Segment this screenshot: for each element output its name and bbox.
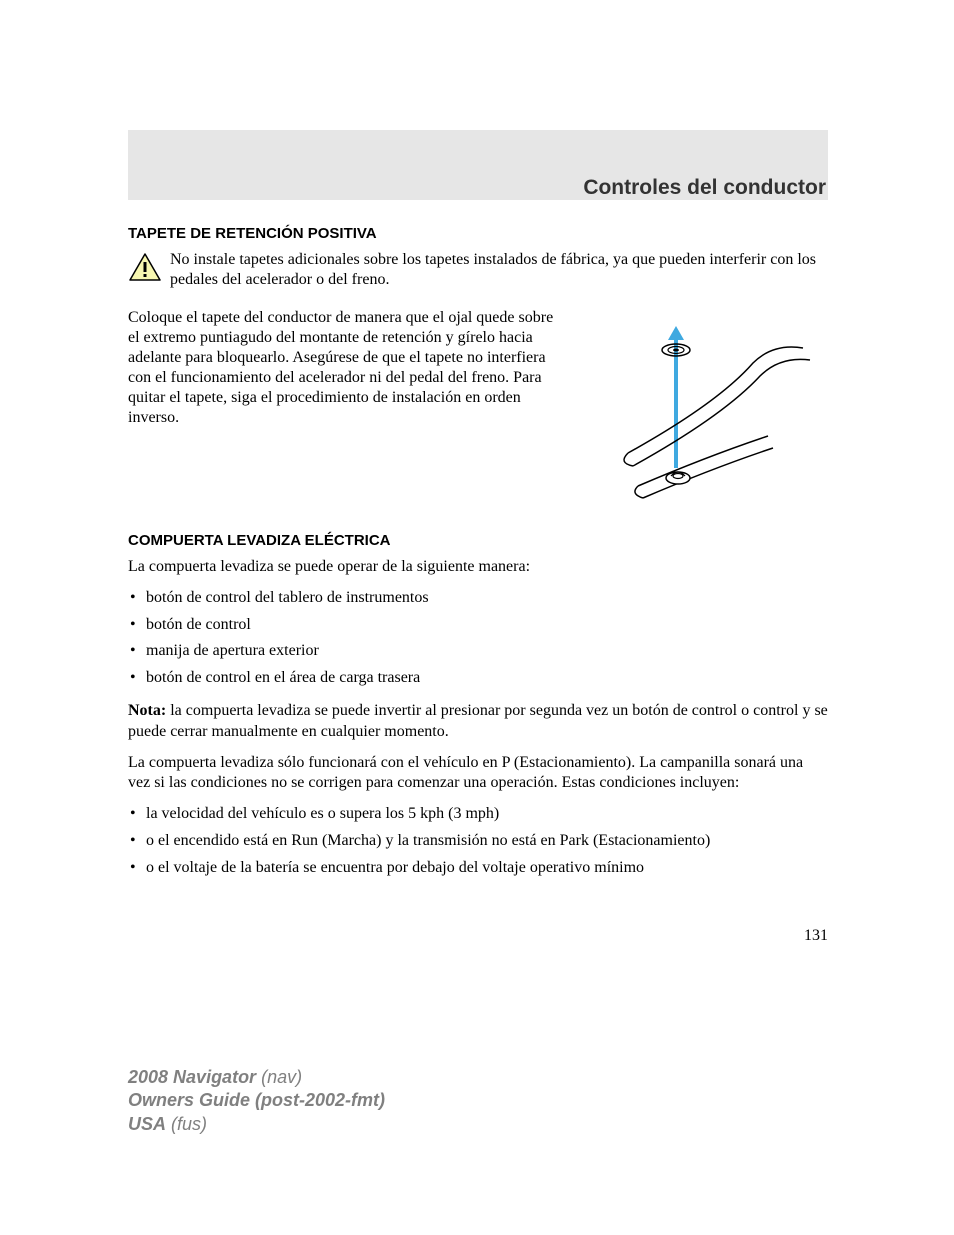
list-item: manija de apertura exterior (128, 641, 828, 662)
liftgate-bullets-2: la velocidad del vehículo es o supera lo… (128, 804, 828, 878)
note-label: Nota: (128, 702, 166, 719)
floor-mat-row: Coloque el tapete del conductor de maner… (128, 308, 828, 508)
list-item: o el voltaje de la batería se encuentra … (128, 858, 828, 879)
page-number: 131 (128, 927, 828, 945)
list-item: botón de control (128, 615, 828, 636)
section-heading-liftgate: COMPUERTA LEVADIZA ELÉCTRICA (128, 532, 828, 549)
footer-line-2: Owners Guide (post-2002-fmt) (128, 1089, 385, 1112)
footer-code1: (nav) (256, 1067, 302, 1087)
floor-mat-body: Coloque el tapete del conductor de maner… (128, 308, 568, 508)
liftgate-para2: La compuerta levadiza sólo funcionará co… (128, 753, 828, 795)
footer-line-3: USA (fus) (128, 1113, 385, 1136)
chapter-title: Controles del conductor (583, 176, 826, 200)
footer-guide: Owners Guide (post-2002-fmt) (128, 1090, 385, 1110)
page-content: TAPETE DE RETENCIÓN POSITIVA No instale … (128, 225, 828, 945)
footer-code3: (fus) (166, 1114, 207, 1134)
warning-icon (128, 252, 162, 288)
liftgate-note: Nota: la compuerta levadiza se puede inv… (128, 701, 828, 743)
list-item: o el encendido está en Run (Marcha) y la… (128, 831, 828, 852)
liftgate-bullets-1: botón de control del tablero de instrume… (128, 588, 828, 689)
footer-model: 2008 Navigator (128, 1067, 256, 1087)
list-item: botón de control del tablero de instrume… (128, 588, 828, 609)
note-text: la compuerta levadiza se puede invertir … (128, 702, 828, 740)
floor-mat-diagram (588, 308, 828, 508)
section-heading-floor-mat: TAPETE DE RETENCIÓN POSITIVA (128, 225, 828, 242)
footer-region: USA (128, 1114, 166, 1134)
warning-text: No instale tapetes adicionales sobre los… (170, 251, 816, 288)
list-item: botón de control en el área de carga tra… (128, 668, 828, 689)
list-item: la velocidad del vehículo es o supera lo… (128, 804, 828, 825)
warning-block: No instale tapetes adicionales sobre los… (128, 250, 828, 290)
footer-line-1: 2008 Navigator (nav) (128, 1066, 385, 1089)
footer: 2008 Navigator (nav) Owners Guide (post-… (128, 1066, 385, 1136)
liftgate-intro: La compuerta levadiza se puede operar de… (128, 557, 828, 578)
